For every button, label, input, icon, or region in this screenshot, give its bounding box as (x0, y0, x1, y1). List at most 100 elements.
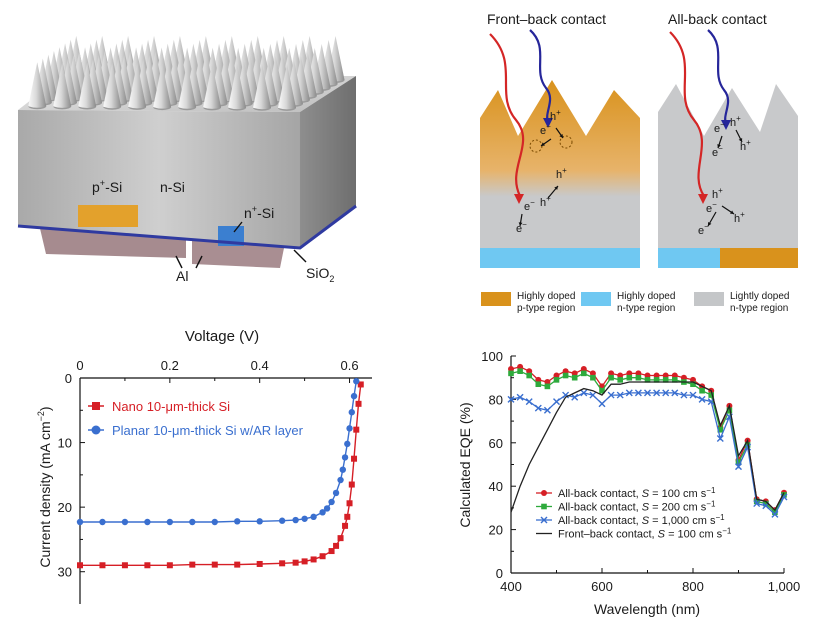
jv-point-nano (144, 562, 151, 569)
eqe-xtick-label: 1,000 (768, 579, 801, 594)
eqe-point-2 (507, 395, 515, 403)
eqe-point-1 (608, 374, 614, 381)
eqe-point-0 (617, 372, 624, 379)
eqe-point-2 (653, 389, 661, 397)
eqe-legend: All-back contact, S = 100 cm s−1All-back… (536, 486, 732, 541)
jv-point-planar (292, 516, 299, 524)
jv-point-nano (344, 513, 351, 520)
jv-legend-marker-planar (91, 425, 101, 435)
photon-paths (489, 29, 730, 197)
legend-light-line1: Lightly doped (730, 291, 790, 302)
eqe-point-2 (671, 389, 679, 397)
label-n-si: n-Si (160, 179, 185, 195)
jv-point-planar (121, 518, 129, 526)
nanocone (253, 63, 272, 110)
red-photon-front (489, 33, 525, 197)
jv-point-planar (348, 409, 355, 416)
nanocone (78, 62, 97, 109)
carrier-arrowhead (541, 142, 545, 146)
jv-point-planar (337, 476, 344, 484)
hole-label: h+ (556, 166, 567, 181)
red-photon-back (669, 31, 705, 197)
eqe-point-2 (716, 434, 724, 442)
eqe-point-2 (735, 463, 742, 471)
eqe-point-2 (771, 510, 779, 518)
eqe-point-1 (626, 374, 633, 381)
eqe-point-2 (516, 393, 524, 401)
legend-swatch-p (481, 292, 511, 306)
eqe-point-1 (562, 372, 569, 379)
jv-point-planar (166, 518, 174, 526)
eqe-point-0 (608, 370, 615, 377)
all-back-substrate (658, 84, 798, 268)
eqe-point-0 (580, 366, 587, 373)
eqe-point-2 (525, 398, 533, 406)
photon-arrowheads (514, 118, 731, 204)
jv-point-planar (341, 454, 349, 461)
eqe-series-line-3 (510, 381, 785, 513)
hole-label: h+ (550, 108, 561, 123)
jv-point-nano (351, 455, 358, 462)
carrier-arrowhead (717, 144, 721, 148)
jv-point-nano (121, 562, 128, 569)
eqe-point-1 (699, 387, 705, 394)
eqe-point-2 (616, 391, 624, 399)
eqe-point-2 (780, 493, 788, 501)
nanocone (128, 62, 147, 109)
legend-n-line1: Highly doped (617, 291, 675, 302)
jv-point-planar (350, 392, 358, 400)
eqe-point-1 (581, 370, 587, 377)
electron-label: e− (516, 220, 527, 235)
all-back-n-layer (658, 248, 720, 268)
carrier-arrowhead (559, 134, 563, 138)
legend-p-line2: p-type region (517, 303, 575, 314)
label-sio2: SiO2 (306, 265, 334, 284)
eqe-point-0 (571, 370, 578, 377)
eqe-point-0 (508, 366, 514, 373)
eqe-legend-label: All-back contact, S = 1,000 cm s−1 (558, 513, 725, 527)
nanocone (28, 62, 47, 108)
eqe-xtick-label: 800 (682, 579, 704, 594)
eqe-point-0 (544, 379, 551, 386)
eqe-point-2 (753, 500, 761, 508)
electron-label: e− (712, 144, 723, 159)
jv-point-nano (333, 542, 340, 549)
eqe-point-0 (635, 370, 642, 377)
electron-label: e− (698, 222, 709, 237)
jv-point-nano (279, 560, 286, 567)
jv-point-nano (310, 556, 317, 563)
jv-point-nano (319, 553, 326, 560)
eqe-ytick-label: 0 (496, 566, 503, 581)
eqe-point-0 (653, 372, 660, 379)
jv-point-planar (76, 518, 84, 526)
eqe-series (507, 363, 788, 518)
jv-legend-planar: Planar 10-μm-thick Si w/AR layer (112, 423, 304, 438)
p-plus-region (78, 205, 138, 227)
eqe-ytick-label: 100 (481, 349, 503, 364)
electron-label: e− (524, 198, 535, 213)
electron-label: e− (714, 120, 725, 135)
all-back-p-layer (720, 248, 798, 268)
eqe-legend-label: Front–back contact, S = 100 cm s−1 (558, 527, 732, 541)
recombination-site-right (559, 135, 573, 149)
hole-label: h+ (712, 186, 723, 201)
jv-point-nano (189, 561, 196, 568)
electron-label: e− (540, 122, 551, 137)
jv-point-nano (234, 561, 241, 568)
eqe-point-0 (553, 372, 560, 379)
jv-point-planar (332, 489, 340, 497)
hole-label: h+ (730, 114, 741, 129)
jv-point-nano (292, 559, 299, 566)
eqe-point-1 (708, 392, 714, 398)
jv-series (76, 378, 364, 569)
jv-point-planar (310, 513, 317, 521)
eqe-point-1 (772, 509, 778, 516)
jv-xtick-label: 0.2 (161, 358, 179, 373)
legend-n-line2: n-type region (617, 303, 675, 314)
label-n-plus-si: n+-Si (244, 204, 274, 221)
nanocone-array (28, 35, 345, 111)
eqe-xtick-label: 400 (500, 579, 522, 594)
carrier-arrowhead (518, 222, 523, 226)
eqe-xtick-label: 600 (591, 579, 613, 594)
legend-p-line1: Highly doped (517, 291, 575, 302)
